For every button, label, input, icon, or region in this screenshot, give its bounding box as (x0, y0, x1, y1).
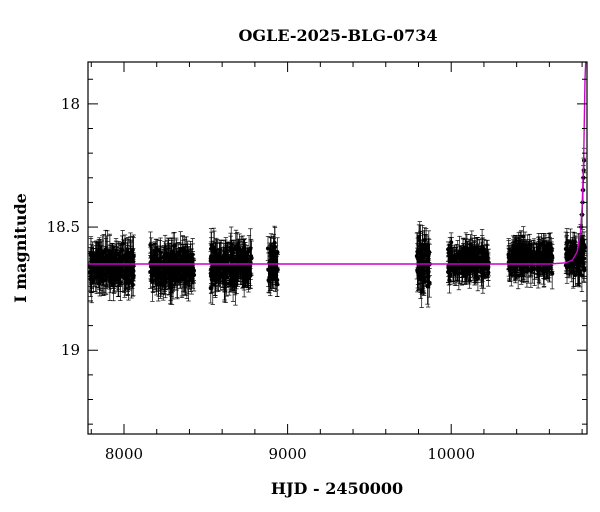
data-point (233, 264, 238, 306)
x-tick-label: 8000 (105, 445, 143, 463)
data-point (527, 233, 532, 255)
data-point (160, 262, 165, 290)
x-tick-label: 10000 (427, 445, 475, 463)
data-point (544, 247, 549, 273)
data-point (213, 250, 218, 287)
x-axis-label: HJD - 2450000 (271, 479, 403, 498)
data-point (183, 249, 189, 289)
data-point (163, 257, 168, 291)
data-point (550, 244, 555, 272)
data-point (88, 236, 94, 275)
data-point (418, 233, 423, 281)
data-point (448, 232, 454, 253)
data-point (97, 258, 102, 284)
data-point (154, 253, 160, 292)
data-point (581, 249, 587, 268)
data-point (165, 244, 170, 278)
data-point (107, 235, 112, 277)
y-tick-label: 19 (61, 341, 80, 359)
data-point (168, 266, 173, 289)
data-point (521, 247, 526, 277)
y-tick-label: 18 (61, 95, 80, 113)
data-point (242, 238, 247, 268)
tick-layer: 8000 9000 10000 18 18.5 19 (47, 62, 587, 463)
data-point (226, 254, 232, 284)
x-tick-label: 9000 (269, 445, 307, 463)
data-point (537, 243, 542, 262)
data-point (189, 249, 194, 289)
data-point (509, 261, 514, 287)
y-tick-label: 18.5 (47, 218, 80, 236)
data-point (479, 261, 485, 278)
data-point (425, 265, 431, 308)
data-point (530, 242, 536, 273)
data-point (237, 241, 242, 274)
data-point (568, 252, 573, 275)
data-point (245, 265, 251, 289)
data-point (582, 238, 587, 256)
data-point (564, 248, 570, 284)
data-point (229, 242, 235, 279)
data-point (472, 248, 477, 270)
data-point (157, 247, 162, 272)
data-point (121, 239, 126, 273)
data-point (208, 228, 214, 270)
data-point (267, 255, 273, 291)
data-layer (87, 147, 587, 308)
data-point (100, 254, 105, 296)
data-point (570, 237, 575, 255)
plot-frame (87, 61, 588, 435)
y-axis-label: I magnitude (11, 193, 30, 303)
data-point (228, 226, 234, 263)
data-point (477, 239, 482, 266)
data-point (270, 256, 276, 278)
data-point (219, 248, 225, 276)
data-point (457, 254, 462, 282)
model-layer (88, 61, 587, 265)
chart-title: OGLE-2025-BLG-0734 (238, 26, 437, 45)
data-point (461, 243, 466, 268)
model-curve (88, 61, 587, 265)
data-point (420, 224, 425, 272)
